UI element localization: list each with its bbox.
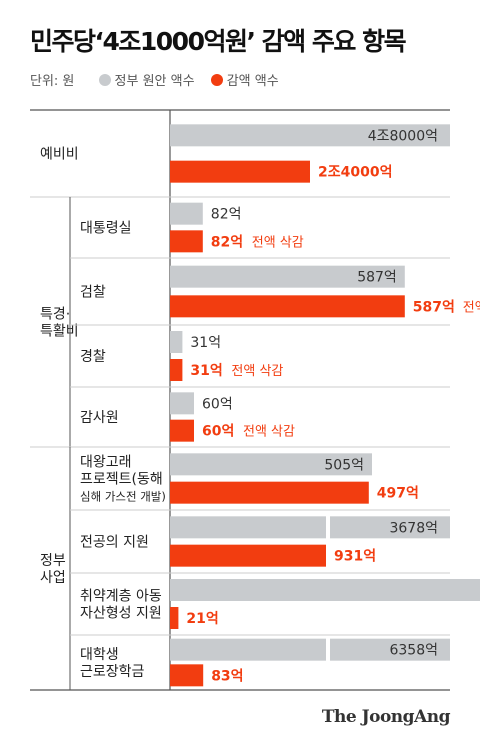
item-label: 근로장학금 — [80, 664, 145, 680]
cut-value-label: 60억 — [202, 424, 234, 440]
cut-note: 전액 삭감 — [243, 425, 295, 440]
cut-value-label: 82억 — [211, 234, 243, 250]
gov-bar — [170, 392, 194, 415]
cut-value-label: 83억 — [211, 668, 243, 684]
unit-label: 단위: 원 — [30, 74, 75, 89]
cut-value-label: 21억 — [186, 611, 218, 627]
cut-bar — [170, 230, 203, 253]
cut-value-label: 31억 — [190, 363, 222, 379]
gov-bar — [170, 331, 183, 353]
gov-value-label: 587억 — [357, 270, 397, 286]
legend-gov: 정부 원안 액수 — [98, 74, 195, 89]
cut-note: 전액 삭감 — [252, 235, 304, 250]
gov-bar — [170, 579, 480, 601]
legend-gov-label: 정부 원안 액수 — [114, 74, 195, 89]
gov-value-label: 6358억 — [389, 643, 438, 659]
cut-value-label: 497억 — [377, 486, 419, 502]
gov-bar — [170, 453, 372, 476]
gov-bar — [170, 516, 326, 539]
item-label: 감사원 — [80, 410, 119, 426]
gov-bar-cont — [330, 516, 450, 539]
item-label: 전공의 지원 — [80, 535, 149, 551]
cut-value-label: 587억 — [413, 299, 455, 315]
chart-title: 민주당‘4조1000억원’ 감액 주요 항목 — [30, 27, 407, 56]
item-label: 대왕고래 — [80, 455, 132, 471]
group-label: 특경· — [40, 307, 70, 323]
cut-bar — [170, 359, 183, 381]
cut-bar — [170, 544, 326, 567]
gov-bar — [170, 638, 326, 661]
item-label: 취약계층 아동 — [80, 589, 162, 605]
legend-cut: 감액 액수 — [210, 74, 279, 89]
cut-bar — [170, 160, 310, 183]
cut-bar — [170, 419, 194, 442]
gov-value-label: 505억 — [324, 457, 364, 473]
group-label: 정부 — [40, 553, 66, 569]
cut-bar — [170, 481, 369, 504]
cut-note: 전액 삭감 — [231, 364, 283, 379]
gov-value-label: 31억 — [190, 335, 221, 351]
item-label: 자산형성 지원 — [80, 606, 162, 622]
legend-gov-swatch — [98, 74, 111, 86]
item-label: 심해 가스전 개발) — [80, 490, 166, 504]
cut-value-label: 2조4000억 — [318, 165, 392, 181]
gov-bar — [170, 124, 450, 147]
cut-value-label: 931억 — [334, 549, 376, 565]
item-label: 프로젝트(동해 — [80, 472, 163, 488]
item-label: 경찰 — [80, 349, 106, 365]
cut-bar — [170, 607, 179, 629]
legend-cut-label: 감액 액수 — [226, 74, 279, 89]
gov-bar-cont — [330, 638, 450, 661]
group-label: 예비비 — [40, 147, 79, 163]
gov-value-label: 82억 — [211, 207, 242, 223]
cut-note: 전액 삭감 — [463, 300, 480, 315]
item-label: 대학생 — [80, 647, 119, 663]
item-label: 검찰 — [80, 285, 106, 301]
gov-bar — [170, 202, 203, 225]
source-logo: The JoongAng — [321, 707, 451, 727]
item-label: 대통령실 — [80, 221, 132, 237]
group-label: 사업 — [40, 570, 66, 586]
gov-value-label: 4조8000억 — [368, 128, 438, 144]
gov-value-label: 60억 — [202, 396, 233, 412]
chart-legend: 단위: 원 정부 원안 액수 감액 액수 — [30, 70, 291, 89]
cut-bar — [170, 664, 204, 687]
group-label: 특활비 — [40, 324, 79, 340]
cut-bar — [170, 295, 405, 318]
gov-bar — [170, 265, 405, 288]
legend-cut-swatch — [210, 74, 223, 86]
gov-value-label: 3678억 — [389, 520, 438, 536]
